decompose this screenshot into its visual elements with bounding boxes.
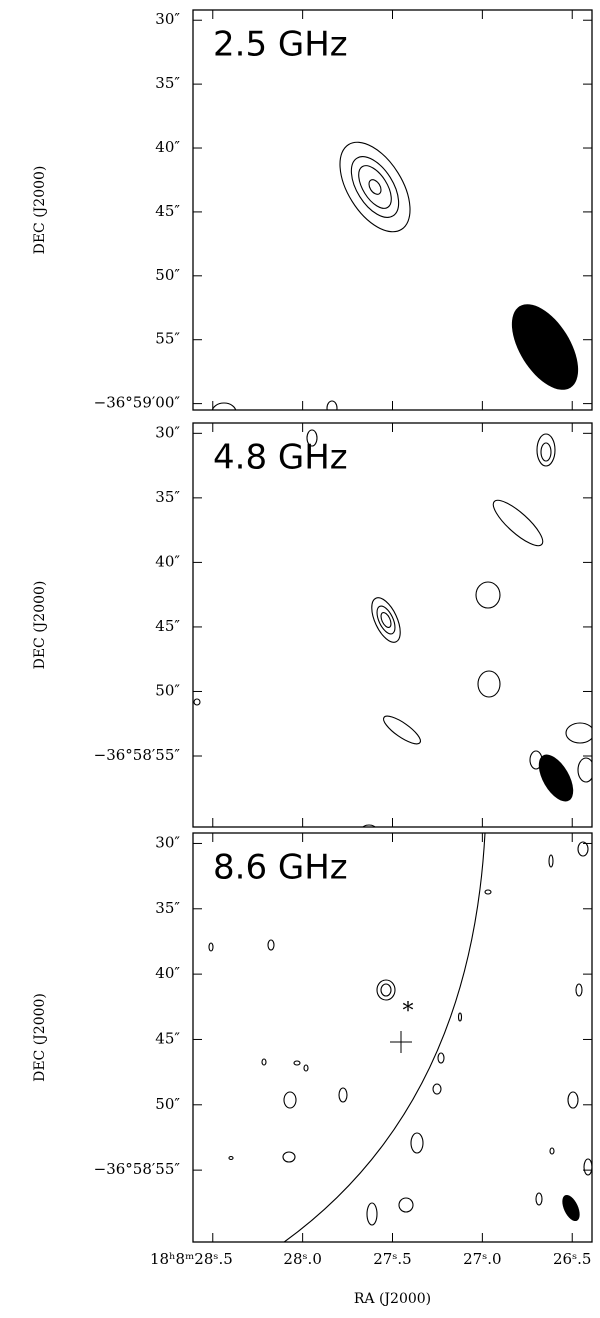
y-tick-label: 40″ [155, 964, 180, 982]
x-tick-label: 18ʰ8ᵐ28ˢ.5 [150, 1250, 233, 1268]
contours [194, 430, 594, 833]
panel-frame [193, 833, 592, 1242]
y-tick-label: 55″ [155, 330, 180, 348]
y-tick-label: 40″ [155, 138, 180, 156]
y-axis-label: DEC (J2000) [32, 993, 48, 1082]
y-tick-label: 45″ [155, 1029, 180, 1047]
x-axis-label: RA (J2000) [354, 1291, 431, 1307]
y-tick-label: −36°58′55″ [94, 1160, 181, 1178]
panel-title: 2.5 GHz [213, 25, 348, 65]
y-tick-label: 45″ [155, 617, 180, 635]
y-tick-label: 30″ [155, 10, 180, 28]
beam [498, 293, 591, 401]
y-axis-label: DEC (J2000) [32, 581, 48, 670]
y-tick-label: 35″ [155, 488, 180, 506]
y-axis-label: DEC (J2000) [32, 166, 48, 255]
y-tick-label: −36°58′55″ [94, 746, 181, 764]
y-tick-label: 45″ [155, 202, 180, 220]
contours: * [209, 833, 592, 1245]
panel-title: 4.8 GHz [213, 438, 348, 478]
y-tick-label: 30″ [155, 833, 180, 851]
x-tick-label: 27ˢ.5 [373, 1250, 411, 1268]
x-tick-label: 27ˢ.0 [463, 1250, 501, 1268]
star-marker: * [403, 999, 414, 1024]
beam [559, 1192, 584, 1223]
y-tick-label: −36°59′00″ [94, 394, 181, 412]
y-tick-label: 50″ [155, 681, 180, 699]
x-tick-label: 28ˢ.0 [283, 1250, 321, 1268]
y-tick-label: 40″ [155, 552, 180, 570]
y-tick-label: 50″ [155, 266, 180, 284]
y-tick-label: 35″ [155, 899, 180, 917]
y-tick-label: 30″ [155, 423, 180, 441]
y-tick-label: 35″ [155, 74, 180, 92]
y-tick-label: 50″ [155, 1095, 180, 1113]
beam [532, 749, 581, 807]
contours [212, 130, 592, 421]
panel-title: 8.6 GHz [213, 848, 348, 888]
figure: * 2.5 GHz DEC (J2000) 30″ 35″ 40″ 45″ 50″ 55″ −3… [0, 0, 600, 1318]
x-tick-label: 26ˢ.5 [553, 1250, 591, 1268]
